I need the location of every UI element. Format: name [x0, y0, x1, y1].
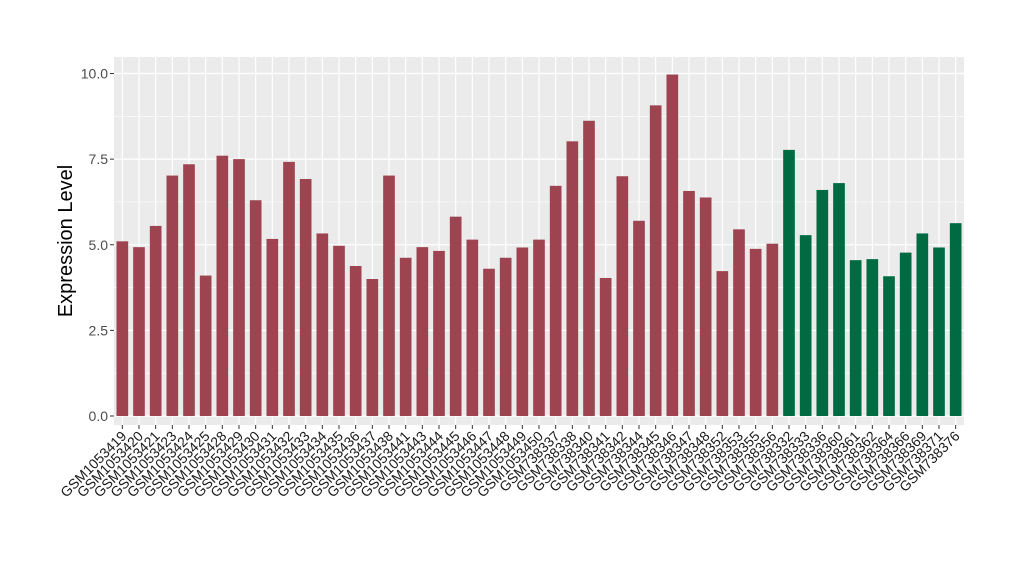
y-tick-label: 7.5: [89, 151, 109, 167]
y-tick-label: 5.0: [89, 237, 109, 253]
bar-GSM1053447: [483, 268, 495, 416]
y-tick-label: 2.5: [89, 322, 109, 338]
bar-GSM738352: [716, 271, 729, 416]
bar-GSM1053435: [333, 245, 345, 416]
bar-GSM738369: [916, 233, 929, 416]
y-axis: 0.0 2.5 5.0 7.5 10.0: [81, 66, 114, 424]
bar-GSM738344: [633, 220, 645, 416]
bar-GSM1053423: [166, 175, 179, 416]
bar-GSM1053428: [216, 155, 229, 416]
bar-GSM1053436: [349, 265, 362, 416]
bar-GSM1053429: [233, 159, 245, 416]
bar-GSM1053446: [466, 239, 479, 416]
y-axis-title: Expression Level: [55, 165, 77, 317]
bar-GSM1053448: [499, 257, 512, 416]
bar-GSM738347: [683, 190, 695, 416]
bar-GSM738364: [883, 276, 895, 416]
bar-GSM1053432: [283, 161, 295, 416]
bar-GSM738336: [816, 189, 829, 416]
bar-GSM1053438: [383, 175, 395, 416]
bar-GSM738341: [599, 277, 612, 416]
bar-GSM738366: [899, 252, 912, 416]
bar-GSM1053433: [299, 178, 312, 416]
bar-GSM1053420: [133, 247, 145, 416]
bar-GSM1053441: [399, 257, 412, 416]
bar-GSM738338: [566, 141, 579, 416]
bar-GSM738345: [649, 105, 662, 416]
bar-GSM1053449: [516, 247, 529, 416]
bar-GSM1053443: [416, 247, 429, 416]
y-tick-label: 0.0: [89, 408, 109, 424]
bar-GSM1053430: [249, 200, 262, 416]
bar-GSM738346: [666, 74, 679, 416]
bar-GSM738340: [583, 120, 595, 416]
bar-GSM738356: [766, 243, 779, 416]
bar-GSM738360: [833, 183, 845, 416]
bar-GSM1053450: [533, 239, 545, 416]
bar-GSM738371: [933, 247, 945, 416]
bar-GSM1053444: [433, 250, 445, 416]
bar-GSM1053424: [183, 164, 195, 416]
bar-GSM738355: [749, 248, 762, 416]
bar-GSM738337: [549, 185, 562, 416]
bar-GSM738361: [849, 260, 862, 416]
bars: [116, 74, 962, 416]
bar-GSM1053445: [449, 216, 462, 416]
bar-GSM738353: [733, 229, 745, 416]
bar-GSM1053434: [316, 233, 329, 416]
bar-GSM738333: [799, 235, 812, 416]
y-tick-label: 10.0: [81, 66, 108, 82]
bar-GSM1053421: [149, 225, 162, 416]
bar-GSM1053437: [366, 279, 379, 416]
bar-GSM738362: [866, 259, 879, 416]
bar-GSM738348: [699, 197, 712, 416]
x-axis: GSM1053419GSM1053420GSM1053421GSM1053423…: [57, 425, 963, 500]
bar-GSM1053419: [116, 241, 129, 416]
bar-GSM738342: [616, 176, 629, 416]
bar-GSM738376: [949, 223, 962, 416]
bar-GSM1053431: [266, 238, 279, 416]
bar-GSM1053425: [199, 275, 212, 416]
bar-GSM738332: [783, 149, 795, 416]
